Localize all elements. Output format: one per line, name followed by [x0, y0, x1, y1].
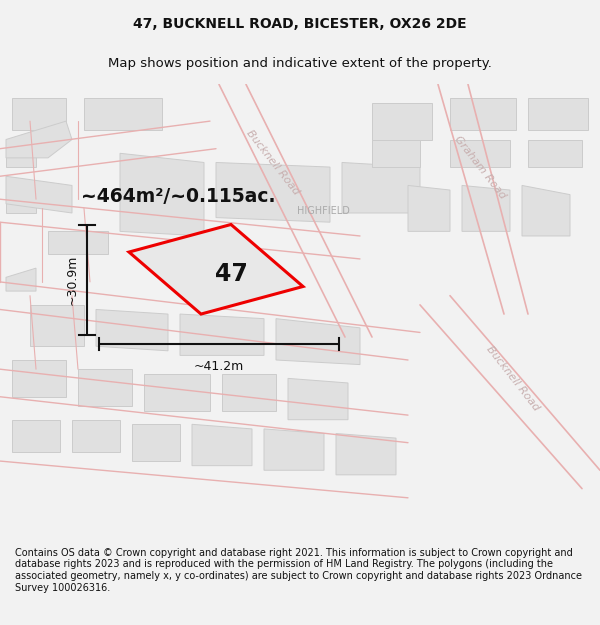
Polygon shape — [450, 98, 516, 130]
Text: Map shows position and indicative extent of the property.: Map shows position and indicative extent… — [108, 57, 492, 70]
Polygon shape — [129, 224, 303, 314]
Text: 47: 47 — [215, 262, 247, 286]
Polygon shape — [78, 369, 132, 406]
Polygon shape — [408, 186, 450, 231]
Polygon shape — [372, 102, 432, 139]
Polygon shape — [450, 139, 510, 167]
Polygon shape — [192, 424, 252, 466]
Polygon shape — [216, 162, 330, 222]
Text: Bucknell Road: Bucknell Road — [245, 128, 301, 197]
Polygon shape — [6, 121, 72, 158]
Polygon shape — [6, 176, 72, 213]
Text: ~30.9m: ~30.9m — [65, 255, 79, 305]
Polygon shape — [522, 186, 570, 236]
Polygon shape — [48, 231, 108, 254]
Polygon shape — [222, 374, 276, 411]
Text: ~464m²/~0.115ac.: ~464m²/~0.115ac. — [81, 188, 275, 206]
Text: Graham Road: Graham Road — [452, 134, 508, 201]
Polygon shape — [144, 374, 210, 411]
Polygon shape — [120, 153, 204, 236]
Polygon shape — [30, 305, 84, 346]
Text: Contains OS data © Crown copyright and database right 2021. This information is : Contains OS data © Crown copyright and d… — [15, 548, 582, 592]
Polygon shape — [288, 378, 348, 420]
Polygon shape — [6, 139, 36, 167]
Polygon shape — [264, 429, 324, 470]
Polygon shape — [84, 98, 162, 130]
Polygon shape — [336, 434, 396, 475]
Polygon shape — [372, 139, 420, 167]
Text: ~41.2m: ~41.2m — [194, 360, 244, 373]
Polygon shape — [528, 139, 582, 167]
Text: Bucknell Road: Bucknell Road — [485, 344, 541, 412]
Polygon shape — [6, 186, 36, 213]
Text: 47, BUCKNELL ROAD, BICESTER, OX26 2DE: 47, BUCKNELL ROAD, BICESTER, OX26 2DE — [133, 17, 467, 31]
Polygon shape — [12, 420, 60, 452]
Polygon shape — [72, 420, 120, 452]
Polygon shape — [528, 98, 588, 130]
Polygon shape — [6, 268, 36, 291]
Polygon shape — [342, 162, 420, 213]
Text: HIGHFIELD: HIGHFIELD — [297, 206, 350, 216]
Polygon shape — [12, 98, 66, 130]
Polygon shape — [12, 360, 66, 397]
Polygon shape — [96, 309, 168, 351]
Polygon shape — [276, 319, 360, 364]
Polygon shape — [180, 314, 264, 356]
Polygon shape — [462, 186, 510, 231]
Polygon shape — [132, 424, 180, 461]
